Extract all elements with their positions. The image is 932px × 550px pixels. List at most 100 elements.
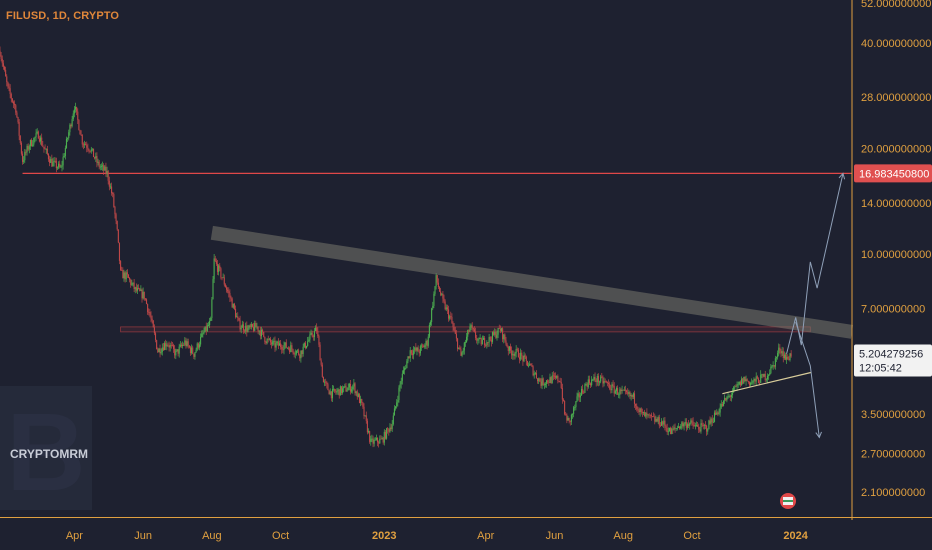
candle-body bbox=[71, 119, 73, 127]
candle-body bbox=[11, 98, 13, 102]
candle-body bbox=[20, 142, 22, 154]
candle-body bbox=[422, 345, 424, 347]
candle-body bbox=[40, 137, 42, 142]
candle-body bbox=[569, 420, 571, 422]
projection-up-arrow bbox=[786, 173, 844, 354]
candle-body bbox=[234, 308, 237, 318]
candle-body bbox=[668, 427, 670, 432]
candle-body bbox=[452, 322, 454, 328]
candle-body bbox=[735, 386, 737, 388]
candle-body bbox=[187, 341, 189, 346]
candle-body bbox=[142, 291, 144, 299]
candle-body bbox=[521, 352, 523, 356]
candle-body bbox=[764, 373, 766, 381]
candle-body bbox=[461, 352, 463, 356]
price-axis[interactable]: 52.000000000 40.000000000 28.000000000 20.0… bbox=[861, 0, 931, 499]
candle-body bbox=[657, 417, 659, 422]
candle-body bbox=[511, 350, 513, 356]
candle-body bbox=[546, 380, 548, 384]
candle-body bbox=[702, 424, 704, 427]
candle-body bbox=[480, 338, 482, 345]
candle-body bbox=[760, 374, 762, 383]
descending-trendline bbox=[210, 225, 854, 339]
candle-body bbox=[534, 373, 536, 374]
candle-body bbox=[291, 345, 293, 350]
candle-body bbox=[300, 350, 302, 359]
candle-body bbox=[141, 289, 143, 299]
candle-body bbox=[132, 282, 134, 284]
candle-body bbox=[1, 58, 3, 64]
candle-body bbox=[644, 411, 646, 417]
candle-body bbox=[529, 364, 531, 366]
candle-body bbox=[362, 402, 364, 407]
candle-body bbox=[387, 428, 389, 430]
candle-body bbox=[156, 340, 158, 350]
candle-body bbox=[408, 356, 410, 359]
candle-body bbox=[455, 333, 457, 339]
candle-body bbox=[317, 330, 319, 337]
candle-body bbox=[621, 389, 623, 392]
candle-body bbox=[145, 299, 148, 304]
candle-body bbox=[649, 414, 651, 416]
candle-body bbox=[178, 346, 180, 354]
candle-body bbox=[293, 352, 295, 355]
candle-body bbox=[154, 333, 157, 341]
candle-body bbox=[358, 394, 361, 404]
candle-body bbox=[695, 424, 698, 426]
candle-body bbox=[384, 431, 386, 439]
candle-body bbox=[743, 376, 745, 384]
time-axis[interactable]: Apr Jun Aug Oct 2023 Apr Jun Aug Oct 2024 bbox=[66, 530, 809, 542]
candle-body bbox=[117, 229, 119, 243]
candle-body bbox=[690, 420, 692, 424]
candle-body bbox=[577, 393, 579, 397]
candle-body bbox=[750, 382, 752, 386]
candle-body bbox=[63, 155, 65, 158]
candle-body bbox=[454, 330, 456, 334]
candle-body bbox=[114, 206, 116, 215]
candle-body bbox=[555, 376, 557, 378]
candle-body bbox=[162, 347, 164, 351]
candle-body bbox=[285, 342, 287, 348]
candle-body bbox=[557, 375, 559, 382]
candle-body bbox=[481, 339, 483, 345]
candle-body bbox=[183, 344, 185, 346]
candle-body bbox=[778, 347, 780, 354]
candle-body bbox=[583, 392, 585, 394]
candle-body bbox=[370, 438, 372, 442]
candle-body bbox=[488, 337, 490, 343]
candle-body bbox=[136, 288, 139, 291]
candle-body bbox=[351, 389, 353, 392]
candle-body bbox=[627, 392, 629, 394]
event-flag[interactable] bbox=[780, 493, 796, 509]
time-tick-label: Jun bbox=[134, 530, 152, 542]
candle-body bbox=[108, 180, 110, 187]
candle-body bbox=[0, 50, 1, 56]
candle-body bbox=[73, 109, 75, 114]
candle-body bbox=[184, 340, 186, 345]
candle-body bbox=[671, 428, 673, 435]
candle-body bbox=[197, 343, 199, 348]
candle-body bbox=[70, 124, 72, 127]
candle-body bbox=[624, 389, 627, 391]
candle-body bbox=[676, 427, 678, 429]
watermark-text: CRYPTOMRM bbox=[10, 447, 88, 461]
candle-body bbox=[659, 425, 661, 427]
candle-body bbox=[262, 329, 264, 332]
watermark-bitcoin-glyph: B bbox=[6, 391, 85, 514]
candle-body bbox=[626, 390, 628, 393]
candle-body bbox=[221, 277, 223, 279]
candle-body bbox=[272, 341, 274, 345]
candle-body bbox=[537, 378, 539, 382]
candle-body bbox=[55, 160, 57, 169]
candle-body bbox=[579, 395, 581, 398]
candle-body bbox=[283, 345, 285, 351]
candle-body bbox=[264, 336, 266, 342]
candle-body bbox=[515, 348, 517, 354]
candle-body bbox=[498, 327, 500, 329]
time-tick-label: Oct bbox=[683, 530, 700, 542]
candle-body bbox=[478, 338, 480, 340]
candle-body bbox=[450, 316, 452, 317]
candle-body bbox=[237, 316, 239, 319]
candle-body bbox=[700, 423, 702, 432]
